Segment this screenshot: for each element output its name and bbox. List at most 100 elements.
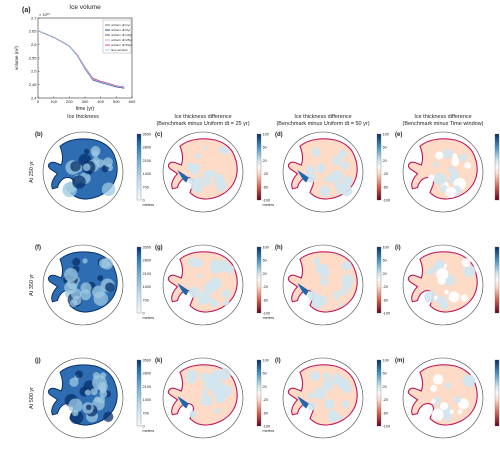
colorbar [136, 359, 142, 427]
difference-patch [439, 402, 449, 411]
thickness-patch [99, 390, 108, 398]
panel-label: (h) [275, 245, 283, 251]
colorbar [376, 133, 382, 201]
difference-patch [461, 258, 471, 267]
difference-patch [459, 153, 468, 162]
difference-patch [453, 396, 461, 404]
map-panel: (i)503010-10-30-50 [395, 244, 500, 326]
thickness-patch [82, 163, 91, 172]
map-boundary-circle [402, 131, 484, 213]
difference-patch [323, 372, 331, 380]
colorbar-tick-label: 60 [383, 259, 387, 263]
colorbar-tick-label: 20 [383, 385, 387, 389]
colorbar-tick-label: -20 [383, 172, 389, 176]
difference-patch [322, 379, 334, 391]
legend-entry: uniform dt=10yr [111, 33, 132, 37]
y-tick-label: 2.55 [29, 55, 38, 60]
chart-title: Ice volume [69, 4, 101, 11]
legend-entry: time window [111, 48, 128, 52]
difference-patch [428, 174, 436, 182]
colorbar-tick-label: -20 [383, 285, 389, 289]
map-boundary-circle [402, 357, 484, 439]
colorbar [494, 359, 500, 427]
difference-patch [431, 398, 436, 404]
difference-patch [451, 158, 460, 167]
thickness-patch [75, 370, 83, 379]
difference-patch [197, 273, 203, 279]
map-panel: (h) 100 60 20 -20 -60 -100 [275, 244, 390, 326]
colorbar-tick-label: 20 [263, 272, 267, 276]
thickness-patch [92, 372, 100, 380]
thickness-patch [64, 281, 77, 294]
difference-patch [345, 288, 350, 293]
colorbar-unit: meters [263, 316, 275, 320]
colorbar-tick-label: 100 [263, 359, 269, 363]
panel-label-a: (a) [22, 7, 31, 14]
colorbar [376, 246, 382, 314]
difference-patch [439, 300, 449, 310]
colorbar [136, 133, 142, 201]
panel-label: (d) [275, 132, 283, 138]
legend-entry: uniform dt=25yr [111, 38, 132, 42]
legend-entry: uniform dt=1yr [111, 23, 130, 27]
panel-label: (i) [395, 245, 401, 251]
x-tick-label: 0 [37, 99, 40, 104]
thickness-patch [69, 377, 79, 387]
difference-patch [434, 396, 441, 403]
difference-patch [316, 163, 326, 173]
panel-label: (m) [395, 358, 404, 364]
difference-patch [448, 291, 460, 303]
colorbar-unit: meters [263, 203, 275, 207]
colorbar [376, 359, 382, 427]
colorbar-tick-label: 1400 [143, 398, 151, 402]
colorbar-tick-label: 2100 [143, 385, 151, 389]
map-boundary-circle [402, 244, 484, 326]
map-boundary-circle [282, 357, 364, 439]
map-boundary-circle [162, 131, 244, 213]
difference-patch [444, 382, 452, 389]
map-boundary-circle [162, 244, 244, 326]
map-boundary-circle [42, 244, 124, 326]
y-tick-label: 2.7 [31, 15, 37, 20]
colorbar-tick-label: 2800 [143, 372, 151, 376]
difference-patch [221, 289, 231, 299]
antarctica-map [47, 251, 118, 313]
colorbar-unit: meters [143, 203, 155, 207]
antarctica-map [47, 364, 118, 426]
difference-patch [213, 407, 221, 414]
colorbar [256, 133, 262, 201]
difference-patch [216, 391, 227, 402]
difference-patch [341, 185, 353, 197]
thickness-patch [105, 282, 115, 292]
row-label: At 500 yr [29, 387, 35, 409]
legend-entry: uniform dt=50yr [111, 43, 132, 47]
difference-patch [426, 268, 435, 276]
difference-patch [307, 401, 317, 411]
colorbar-tick-label: 20 [383, 272, 387, 276]
panel-label: (l) [275, 358, 281, 364]
difference-patch [340, 151, 347, 158]
difference-patch [307, 290, 318, 301]
y-tick-label: 2.4 [31, 95, 37, 100]
colorbar-unit: meters [143, 429, 155, 433]
colorbar-tick-label: 100 [263, 133, 269, 137]
difference-patch [443, 413, 452, 422]
difference-patch [215, 179, 228, 192]
difference-patch [189, 410, 197, 418]
colorbar-tick-label: -100 [383, 425, 391, 429]
colorbar-tick-label: 3500 [143, 359, 151, 363]
colorbar-tick-label: -60 [263, 298, 269, 302]
difference-patch [323, 176, 329, 182]
x-tick-label: 100 [50, 99, 57, 104]
difference-patch [445, 186, 457, 198]
antarctica-map [407, 138, 478, 200]
thickness-patch [64, 268, 78, 282]
thickness-patch [101, 165, 109, 173]
series-line-6 [37, 30, 125, 88]
difference-patch [460, 294, 469, 302]
colorbar-tick-label: -60 [383, 411, 389, 415]
colorbar-tick-label: -20 [263, 285, 269, 289]
colorbar-unit: meters [263, 429, 275, 433]
